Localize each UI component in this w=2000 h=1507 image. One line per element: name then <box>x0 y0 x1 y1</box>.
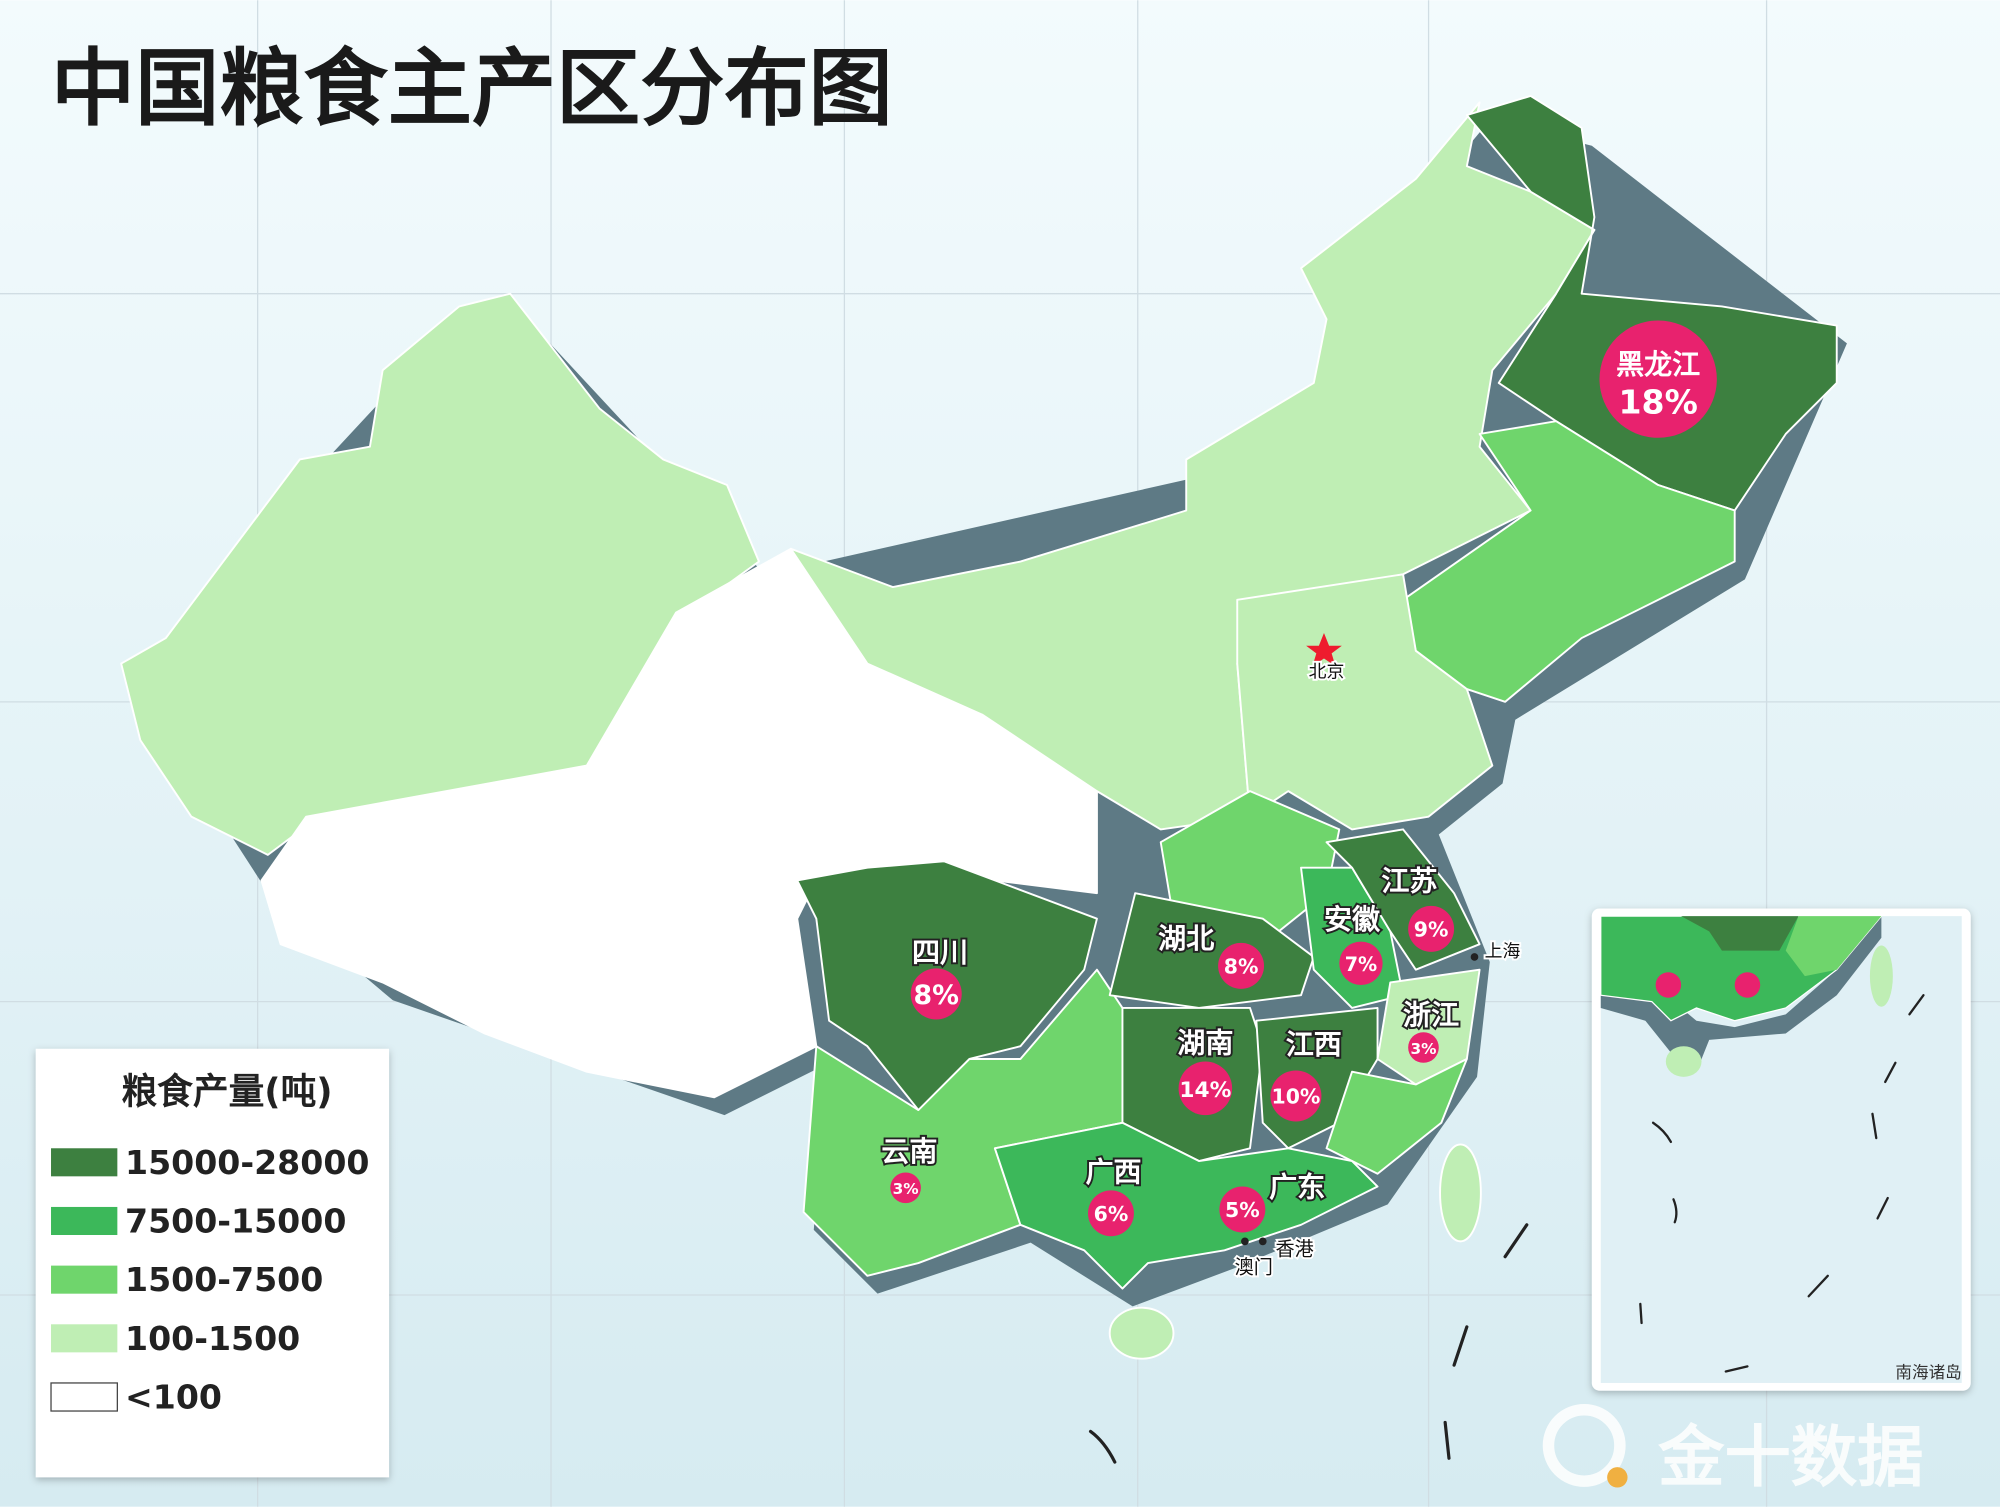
province-name: 广东 <box>1269 1171 1325 1204</box>
city-shanghai: 上海 <box>1485 941 1521 962</box>
share-bubble <box>1408 905 1455 952</box>
city-dot-macau <box>1241 1237 1249 1246</box>
share-bubble <box>910 968 962 1020</box>
share-bubble <box>890 1172 921 1204</box>
region-north-china <box>1236 573 1494 831</box>
province-share: 8% <box>913 980 958 1011</box>
share-bubble <box>1219 1186 1266 1233</box>
province-hunan[interactable]: 湖南 14% <box>1175 1025 1235 1116</box>
share-bubble <box>1339 941 1383 986</box>
province-share: 8% <box>1224 955 1259 979</box>
province-share: 9% <box>1414 918 1449 942</box>
region-taiwan <box>1439 1143 1482 1243</box>
legend-label: 100-1500 <box>125 1319 300 1358</box>
province-yunnan[interactable]: 云南 3% <box>879 1133 939 1204</box>
province-heilongjiang[interactable]: 黑龙江 18% <box>1599 320 1717 438</box>
province-share: 5% <box>1225 1198 1260 1222</box>
province-share: 7% <box>1345 953 1377 976</box>
province-share: 6% <box>1094 1202 1129 1226</box>
province-zhejiang[interactable]: 浙江 3% <box>1401 997 1461 1063</box>
legend-swatch <box>51 1265 118 1294</box>
province-name: 湖南 <box>1177 1027 1233 1060</box>
province-name: 广西 <box>1085 1155 1141 1188</box>
region-hainan <box>1108 1306 1175 1360</box>
legend-label: 15000-28000 <box>125 1143 369 1182</box>
city-dot-hongkong <box>1258 1237 1267 1246</box>
legend-item: 100-1500 <box>51 1319 300 1358</box>
city-hongkong: 香港 <box>1276 1237 1314 1260</box>
province-name: 浙江 <box>1403 999 1459 1032</box>
province-guangxi[interactable]: 广西 6% <box>1084 1154 1143 1237</box>
share-bubble <box>1408 1032 1439 1063</box>
region-hubei <box>1108 892 1315 1009</box>
province-name: 安徽 <box>1324 903 1381 936</box>
province-name: 四川 <box>912 936 968 969</box>
share-bubble <box>1088 1190 1134 1237</box>
capital-star-icon <box>1306 632 1342 667</box>
city-macau: 澳门 <box>1235 1255 1273 1278</box>
share-bubble <box>1218 942 1265 989</box>
province-name: 江苏 <box>1381 865 1437 898</box>
legend-item: 15000-28000 <box>51 1143 369 1182</box>
legend-item: 1500-7500 <box>51 1260 323 1299</box>
province-share: 14% <box>1179 1078 1231 1103</box>
province-share: 3% <box>893 1180 919 1198</box>
region-guangdong-guangxi <box>993 1121 1379 1290</box>
province-name: 云南 <box>881 1135 937 1168</box>
watermark-logo: 金十数据 <box>1542 1404 1923 1496</box>
province-share: 3% <box>1410 1040 1436 1058</box>
legend-label: 1500-7500 <box>125 1260 323 1299</box>
province-hubei[interactable]: 湖北 8% <box>1156 920 1265 989</box>
province-anhui[interactable]: 安徽 7% <box>1322 901 1383 986</box>
south-china-sea-inset <box>1591 908 1971 1391</box>
legend-swatch <box>51 1324 118 1353</box>
legend-swatch <box>51 1148 118 1177</box>
province-jiangsu[interactable]: 江苏 9% <box>1379 863 1455 952</box>
legend-label: 7500-15000 <box>125 1201 346 1240</box>
city-dot-shanghai <box>1470 953 1479 961</box>
region-fujian <box>1325 1058 1468 1175</box>
city-beijing: 北京 <box>1309 662 1345 683</box>
maritime-boundary-dashes <box>1088 1223 1529 1464</box>
province-share: 18% <box>1618 383 1697 422</box>
province-name: 湖北 <box>1158 922 1214 955</box>
legend-swatch <box>51 1206 118 1236</box>
legend-item: 7500-15000 <box>51 1201 346 1240</box>
map-regions <box>120 95 1838 1360</box>
legend-item: <100 <box>50 1377 222 1416</box>
region-heilongjiang <box>1465 95 1838 512</box>
province-guangdong[interactable]: 广东 5% <box>1219 1169 1327 1233</box>
province-name: 江西 <box>1286 1028 1342 1061</box>
legend-label: <100 <box>125 1377 222 1416</box>
watermark-text: 金十数据 <box>1657 1418 1923 1496</box>
inset-label: 南海诸岛 <box>1895 1363 1961 1382</box>
province-name: 黑龙江 <box>1616 348 1700 381</box>
share-bubble <box>1270 1070 1322 1122</box>
share-bubble <box>1599 320 1717 438</box>
map-title: 中国粮食主产区分布图 <box>51 40 893 138</box>
province-jiangxi[interactable]: 江西 10% <box>1270 1026 1344 1122</box>
legend-swatch <box>50 1382 118 1412</box>
region-northwest <box>120 292 760 856</box>
legend-title: 粮食产量(吨) <box>121 1072 332 1113</box>
province-share: 10% <box>1272 1085 1321 1109</box>
share-bubble <box>1178 1061 1233 1116</box>
province-sichuan[interactable]: 四川 8% <box>910 934 970 1020</box>
